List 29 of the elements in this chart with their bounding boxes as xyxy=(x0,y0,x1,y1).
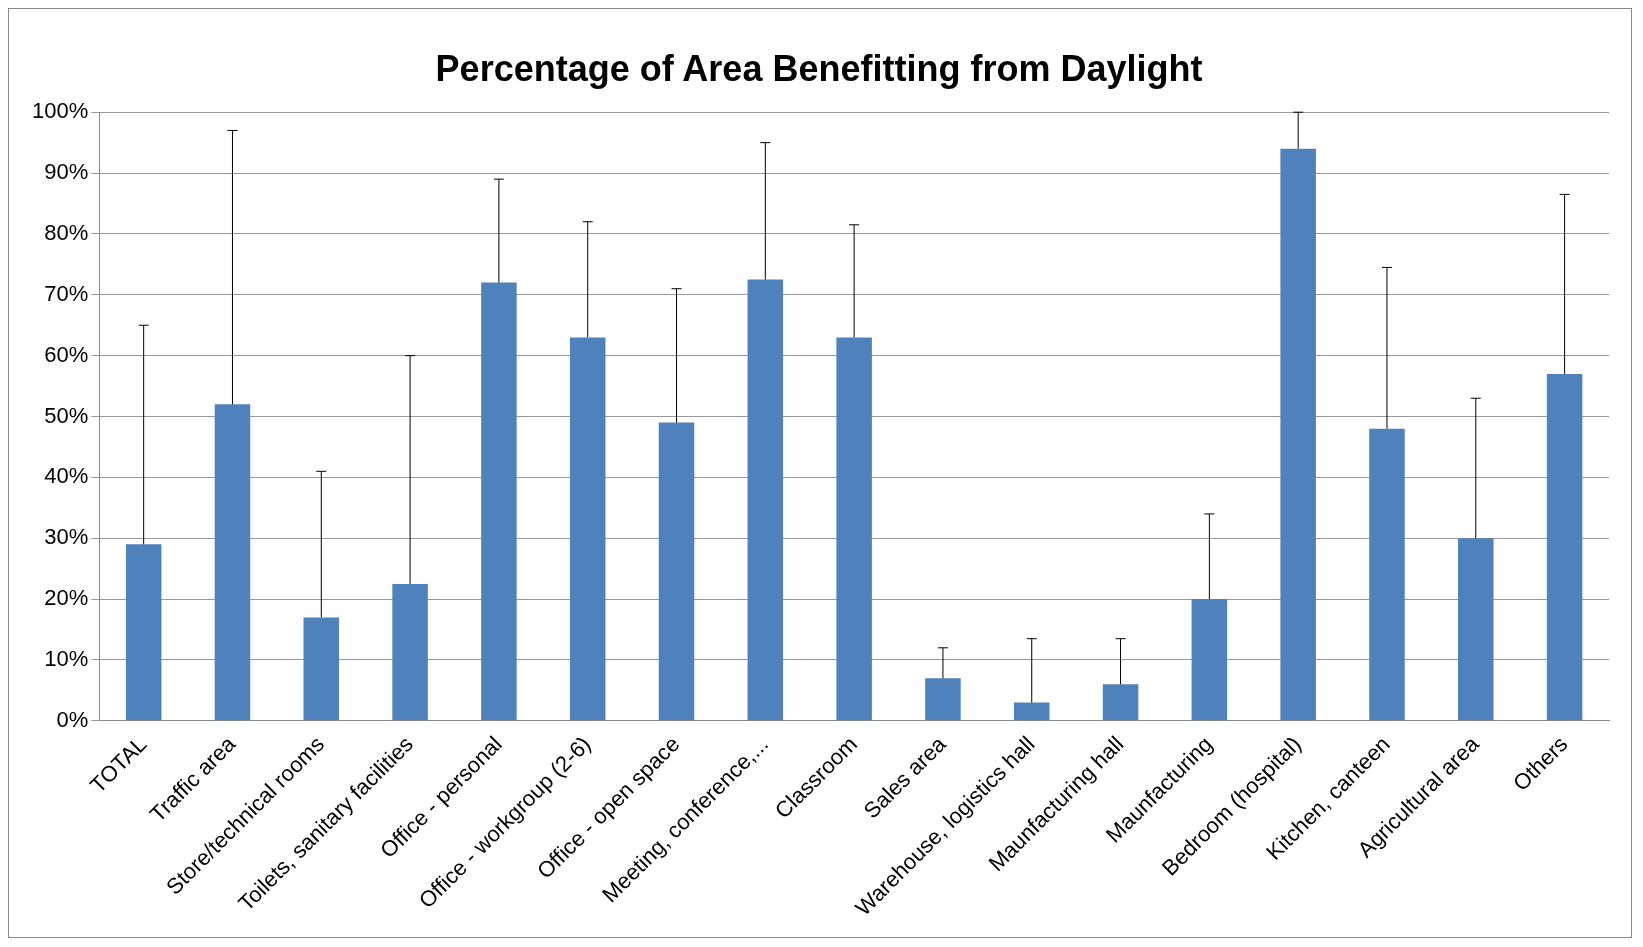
y-tick-label: 50% xyxy=(44,402,89,428)
bar xyxy=(125,544,162,721)
bar xyxy=(1013,702,1050,721)
bar xyxy=(303,617,340,721)
y-tick-label: 100% xyxy=(31,98,89,124)
bar xyxy=(1458,538,1494,721)
bar xyxy=(1369,428,1405,721)
y-tick-label: 90% xyxy=(44,159,89,185)
bar xyxy=(1191,599,1228,721)
y-tick-label: 10% xyxy=(44,646,89,672)
y-tick-label: 30% xyxy=(44,524,89,550)
bar xyxy=(925,678,961,721)
bar xyxy=(214,404,251,721)
y-tick-label: 20% xyxy=(44,585,89,611)
y-tick-label: 0% xyxy=(56,706,89,732)
bar xyxy=(1102,684,1139,721)
bar xyxy=(747,279,784,721)
y-tick-label: 40% xyxy=(44,463,89,489)
y-tick-label: 60% xyxy=(44,341,89,367)
bar xyxy=(836,337,872,721)
y-tick-label: 80% xyxy=(44,219,89,245)
bar xyxy=(481,282,517,721)
y-tick-label: 70% xyxy=(44,280,89,306)
bar xyxy=(1546,373,1583,721)
bar xyxy=(1280,148,1316,721)
bar xyxy=(392,583,428,721)
bar xyxy=(658,422,695,721)
bar xyxy=(569,337,606,721)
chart-title: Percentage of Area Benefitting from Daylight xyxy=(435,47,1203,89)
